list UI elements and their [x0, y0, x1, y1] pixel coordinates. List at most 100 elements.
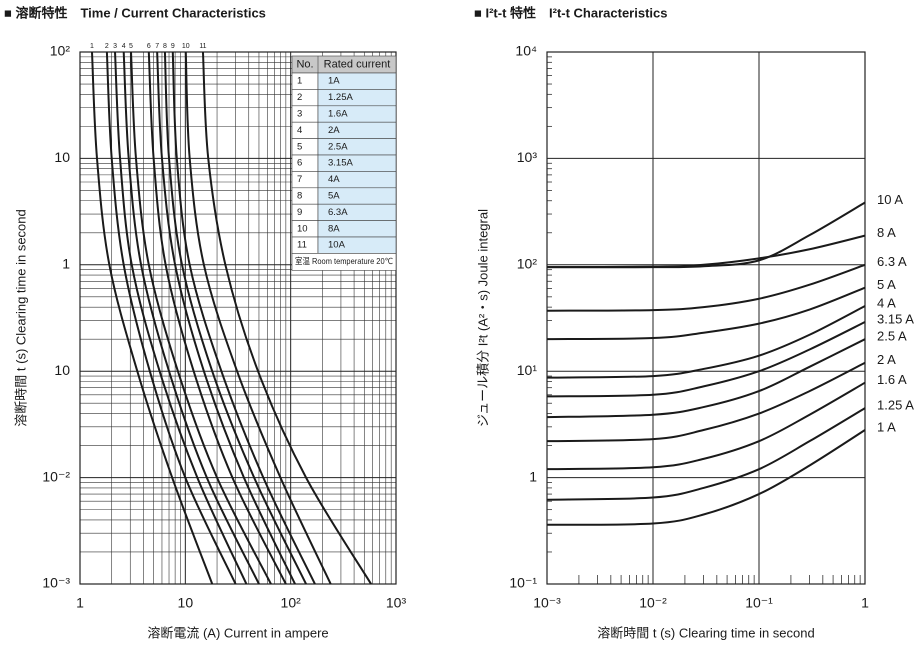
series-label: 3.15 A [877, 311, 914, 326]
table-cell [291, 154, 319, 172]
series-label: 8 A [877, 225, 896, 240]
series-label: 1.6 A [877, 372, 907, 387]
y-tick-label: 1 [529, 468, 537, 484]
x-tick-label: 10² [281, 595, 302, 611]
table-cell-text: 1.25A [328, 92, 353, 103]
table-cell [291, 105, 319, 123]
series-label: 3 [113, 43, 117, 50]
chart-title: ■ 溶断特性 Time / Current Characteristics [4, 5, 266, 20]
y-axis-label: 溶断時間 t (s) Clearing time in second [13, 209, 28, 426]
series-line [546, 381, 866, 471]
y-tick-label: 10¹ [517, 362, 538, 378]
y-tick-label: 1 [62, 256, 70, 272]
x-tick-label: 1 [861, 595, 869, 611]
table-cell-text: 8 [297, 191, 302, 202]
series-label: 2 A [877, 352, 896, 367]
series-label: 11 [199, 43, 206, 50]
series-line [546, 321, 866, 398]
series-line [546, 305, 866, 379]
series-label: 1.25 A [877, 398, 914, 413]
series-line [546, 361, 866, 443]
series-line [546, 234, 866, 269]
table-cell-text: 2 [297, 92, 302, 103]
table-cell-text: 7 [297, 174, 302, 185]
table-cell-text: 1 [297, 76, 302, 87]
table-cell [291, 72, 319, 90]
chart-title: ■ I²t-t 特性 I²t-t Characteristics [474, 5, 667, 20]
series-label: 9 [171, 43, 175, 50]
table-header-cell: No. [296, 58, 313, 70]
series-line [546, 429, 866, 526]
series-line [147, 51, 287, 585]
table-cell-text: 2.5A [328, 141, 348, 152]
x-tick-label: 10³ [386, 595, 407, 611]
series-line [122, 51, 260, 585]
table-note-cell [291, 253, 397, 271]
table-cell [291, 138, 319, 156]
table-cell-text: 9 [297, 207, 302, 218]
table-cell-text: 1.6A [328, 109, 348, 120]
y-tick-label: 10⁻² [42, 468, 70, 484]
y-tick-label: 10⁻¹ [509, 575, 537, 591]
plot-border [79, 51, 397, 585]
series-label: 2 [105, 43, 109, 50]
series-label: 7 [155, 43, 159, 50]
series-line [546, 263, 866, 312]
series-line [546, 407, 866, 501]
series-label: 10 A [877, 192, 903, 207]
series-label: 2.5 A [877, 329, 907, 344]
series-line [546, 338, 866, 419]
y-tick-label: 10⁴ [515, 43, 537, 59]
series-label: 10 [182, 43, 190, 50]
x-tick-label: 10⁻³ [533, 595, 561, 611]
series-line [114, 51, 248, 585]
series-label: 8 [163, 43, 167, 50]
plot-border [546, 51, 866, 585]
series-line [546, 286, 866, 341]
series-line [156, 51, 296, 585]
table-cell [291, 89, 319, 107]
table-cell [291, 187, 319, 205]
table-cell-text: 6.3A [328, 207, 348, 218]
table-cell [291, 203, 319, 221]
table-cell [291, 171, 319, 189]
table-note: 室温 Room temperature 20℃ [295, 256, 393, 266]
table-cell-text: 8A [328, 223, 340, 234]
table-cell-text: 6 [297, 158, 302, 169]
table-cell-text: 5 [297, 141, 302, 152]
series-label: 1 A [877, 419, 896, 434]
table-cell-text: 2A [328, 125, 340, 136]
y-tick-label: 10 [54, 362, 70, 378]
series-label: 4 [122, 43, 126, 50]
y-tick-label: 10² [50, 43, 71, 59]
table-header-cell: Rated current [324, 58, 391, 70]
series-label: 4 A [877, 295, 896, 310]
y-tick-label: 10 [54, 149, 70, 165]
series-line [163, 51, 307, 585]
table-cell-text: 10 [297, 223, 308, 234]
table-cell-text: 4 [297, 125, 302, 136]
table-cell-text: 11 [297, 240, 307, 251]
table-cell-text: 3.15A [328, 158, 353, 169]
y-tick-label: 10⁻³ [42, 575, 70, 591]
series-line [105, 51, 237, 585]
y-tick-label: 10³ [517, 149, 538, 165]
series-line [184, 51, 332, 585]
table-cell-text: 5A [328, 191, 340, 202]
series-label: 5 [129, 43, 133, 50]
series-label: 1 [90, 43, 94, 50]
x-tick-label: 10⁻² [639, 595, 667, 611]
table-cell [291, 121, 319, 139]
series-line [130, 51, 272, 585]
table-cell-text: 1A [328, 76, 340, 87]
y-axis-label: ジュール積分 I²t (A²・s) Joule integral [475, 209, 490, 427]
series-label: 5 A [877, 277, 896, 292]
table-cell-text: 10A [328, 240, 346, 251]
table-cell-text: 4A [328, 174, 340, 185]
series-line [546, 201, 866, 269]
x-tick-label: 1 [76, 595, 84, 611]
y-tick-label: 10² [517, 256, 538, 272]
x-axis-label: 溶断電流 (A) Current in ampere [147, 625, 328, 640]
